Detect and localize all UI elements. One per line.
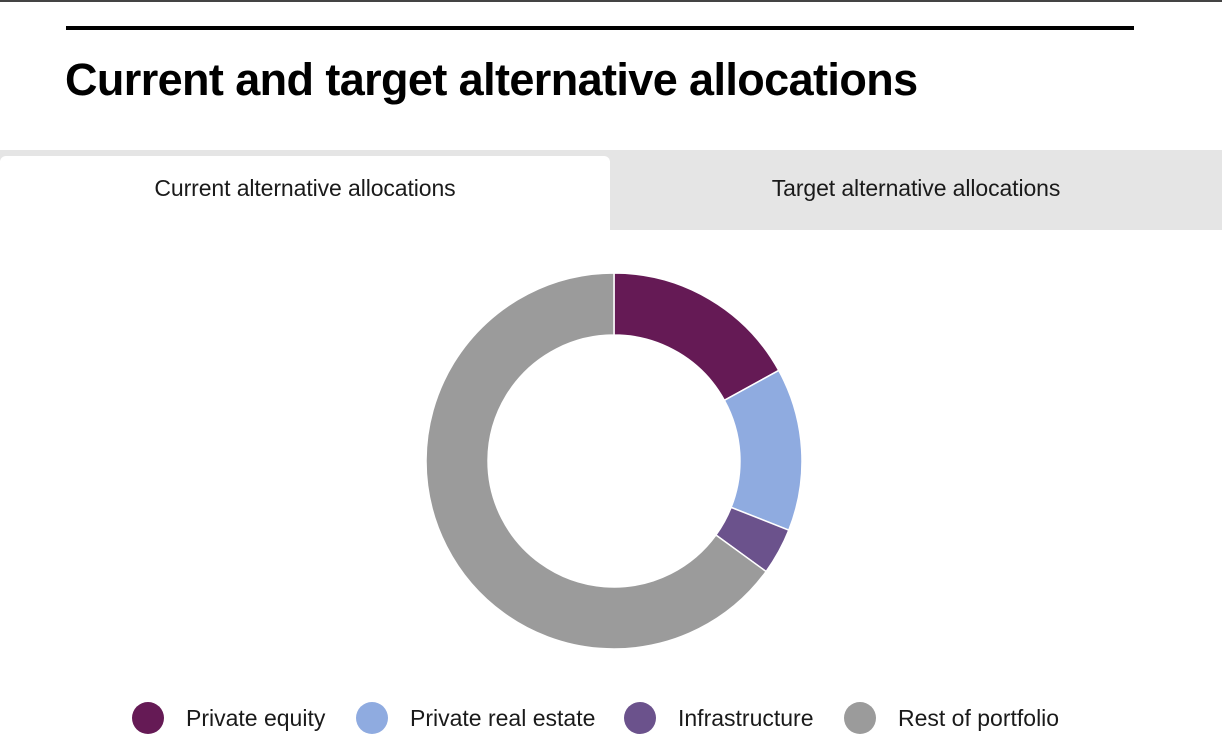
- page-title: Current and target alternative allocatio…: [65, 54, 918, 105]
- legend-dot-icon: [624, 702, 656, 734]
- legend-item-infrastructure[interactable]: Infrastructure: [624, 696, 814, 740]
- legend-dot-icon: [356, 702, 388, 734]
- legend-label: Rest of portfolio: [898, 704, 1060, 731]
- tab-label: Target alternative allocations: [771, 174, 1061, 201]
- donut-slice-private-equity[interactable]: [613, 272, 780, 402]
- legend-label: Private equity: [186, 704, 326, 731]
- legend-dot-icon: [844, 702, 876, 734]
- donut-slice-rest-of-portfolio[interactable]: [425, 272, 768, 650]
- legend-dot-icon: [132, 702, 164, 734]
- donut-chart-area: [0, 230, 1222, 680]
- legend-item-private-real-estate[interactable]: Private real estate: [356, 696, 595, 740]
- tab-target-allocations[interactable]: Target alternative allocations: [610, 150, 1222, 230]
- legend-item-rest-of-portfolio[interactable]: Rest of portfolio: [844, 696, 1059, 740]
- legend-label: Private real estate: [410, 704, 596, 731]
- tab-label: Current alternative allocations: [154, 174, 456, 201]
- tab-strip: Current alternative allocations Target a…: [0, 150, 1222, 230]
- legend-label: Infrastructure: [678, 704, 814, 731]
- title-rule: [66, 26, 1134, 30]
- chart-legend: Private equity Private real estate Infra…: [0, 696, 1222, 740]
- top-border: [0, 0, 1222, 2]
- legend-item-private-equity[interactable]: Private equity: [132, 696, 325, 740]
- donut-chart: [425, 272, 803, 650]
- donut-slice-private-real-estate[interactable]: [723, 369, 803, 532]
- tab-current-allocations[interactable]: Current alternative allocations: [0, 156, 610, 230]
